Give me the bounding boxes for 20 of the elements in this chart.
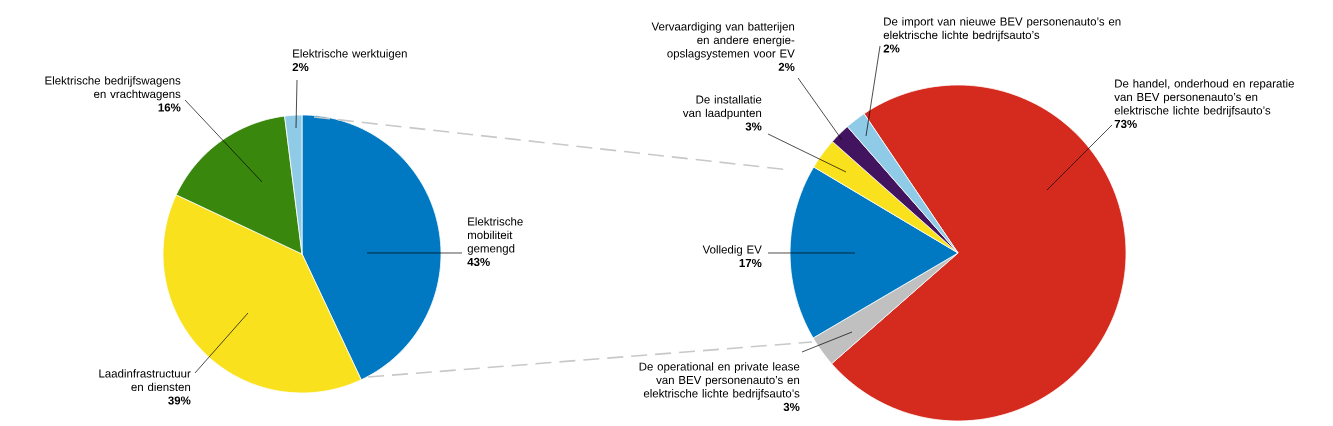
data-label: 16% (158, 103, 181, 112)
slice-label: Vervaardiging van batterijen en andere energie-opslagsystemen voor EV (651, 22, 795, 60)
data-label: 2% (292, 62, 309, 72)
slice-label: De installatie van laadpunten (682, 95, 762, 120)
data-label: 3% (783, 402, 800, 411)
slice-label: Elektrische werktuigen (293, 49, 407, 60)
data-label: 17% (739, 258, 762, 268)
slice-label: De handel, onderhoud en reparatie van BEV personenauto’s en elektrische lichte bedrijfsauto’s (1114, 79, 1294, 117)
data-label: 39% (168, 396, 191, 405)
slice-label: Laadinfrastructuur en diensten (99, 369, 191, 392)
data-label: 3% (745, 122, 762, 131)
data-label: 2% (883, 44, 900, 53)
data-label: 43% (467, 257, 490, 266)
slice-label: De import van nieuwe BEV personenauto’s en elektrische lichte bedrijfsauto’s (883, 17, 1121, 42)
slice-label: Elektrische mobiliteit gemengd (467, 217, 523, 255)
data-label: 2% (778, 62, 795, 71)
slice-label: Volledig EV (702, 245, 762, 256)
data-label: 73% (1114, 119, 1137, 128)
slice-label: Elektrische bedrijfswagens en vrachtwagens (45, 76, 181, 101)
slice-label: De operational en private lease van BEV personenauto’s en elektrische lichte bedrijfsauto’s (639, 362, 800, 400)
